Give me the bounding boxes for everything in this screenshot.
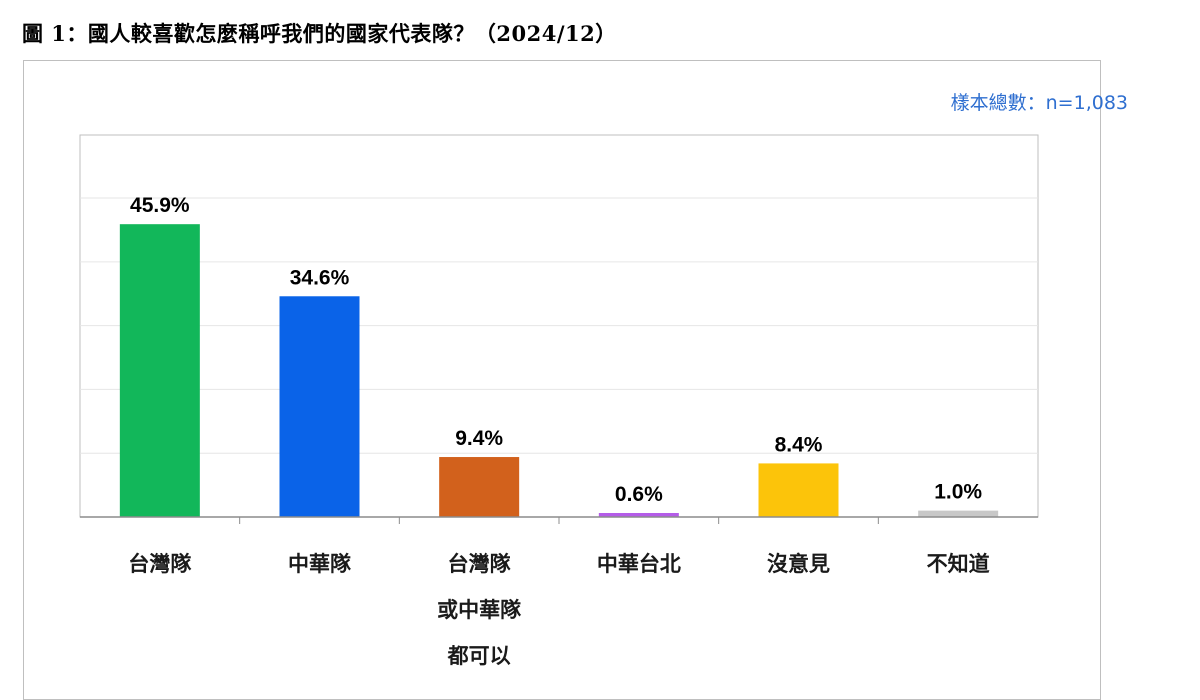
value-label: 45.9%	[130, 194, 190, 217]
value-label: 34.6%	[290, 266, 350, 289]
category-label: 不知道	[927, 552, 990, 576]
category-label: 或中華隊	[437, 598, 522, 622]
value-label: 8.4%	[775, 433, 823, 456]
value-labels: 45.9% 34.6% 9.4% 0.6% 8.4% 1.0%	[130, 194, 982, 506]
category-label: 台灣隊	[448, 552, 512, 576]
bar	[119, 224, 200, 517]
bar	[279, 296, 360, 517]
bar	[439, 457, 520, 517]
bars	[119, 224, 999, 517]
gridlines	[80, 197, 1038, 454]
bar	[758, 463, 839, 517]
category-label: 中華台北	[597, 552, 681, 576]
category-label: 沒意見	[767, 552, 830, 576]
x-axis-ticks	[239, 517, 879, 524]
bar	[598, 513, 679, 517]
figure-title: 圖 1：國人較喜歡怎麼稱呼我們的國家代表隊？（2024/12）	[22, 21, 617, 46]
bar	[918, 510, 999, 517]
value-label: 1.0%	[934, 481, 982, 504]
value-label: 9.4%	[455, 427, 503, 450]
category-label: 都可以	[447, 644, 511, 668]
bar-chart: 45.9% 34.6% 9.4% 0.6% 8.4% 1.0% 台灣隊 中華隊 台灣隊或中華隊…	[79, 134, 1039, 668]
category-label: 台灣隊	[128, 552, 192, 576]
sample-size-note: 樣本總數：n=1,083	[950, 92, 1128, 114]
value-label: 0.6%	[615, 483, 663, 506]
category-label: 中華隊	[288, 552, 352, 576]
